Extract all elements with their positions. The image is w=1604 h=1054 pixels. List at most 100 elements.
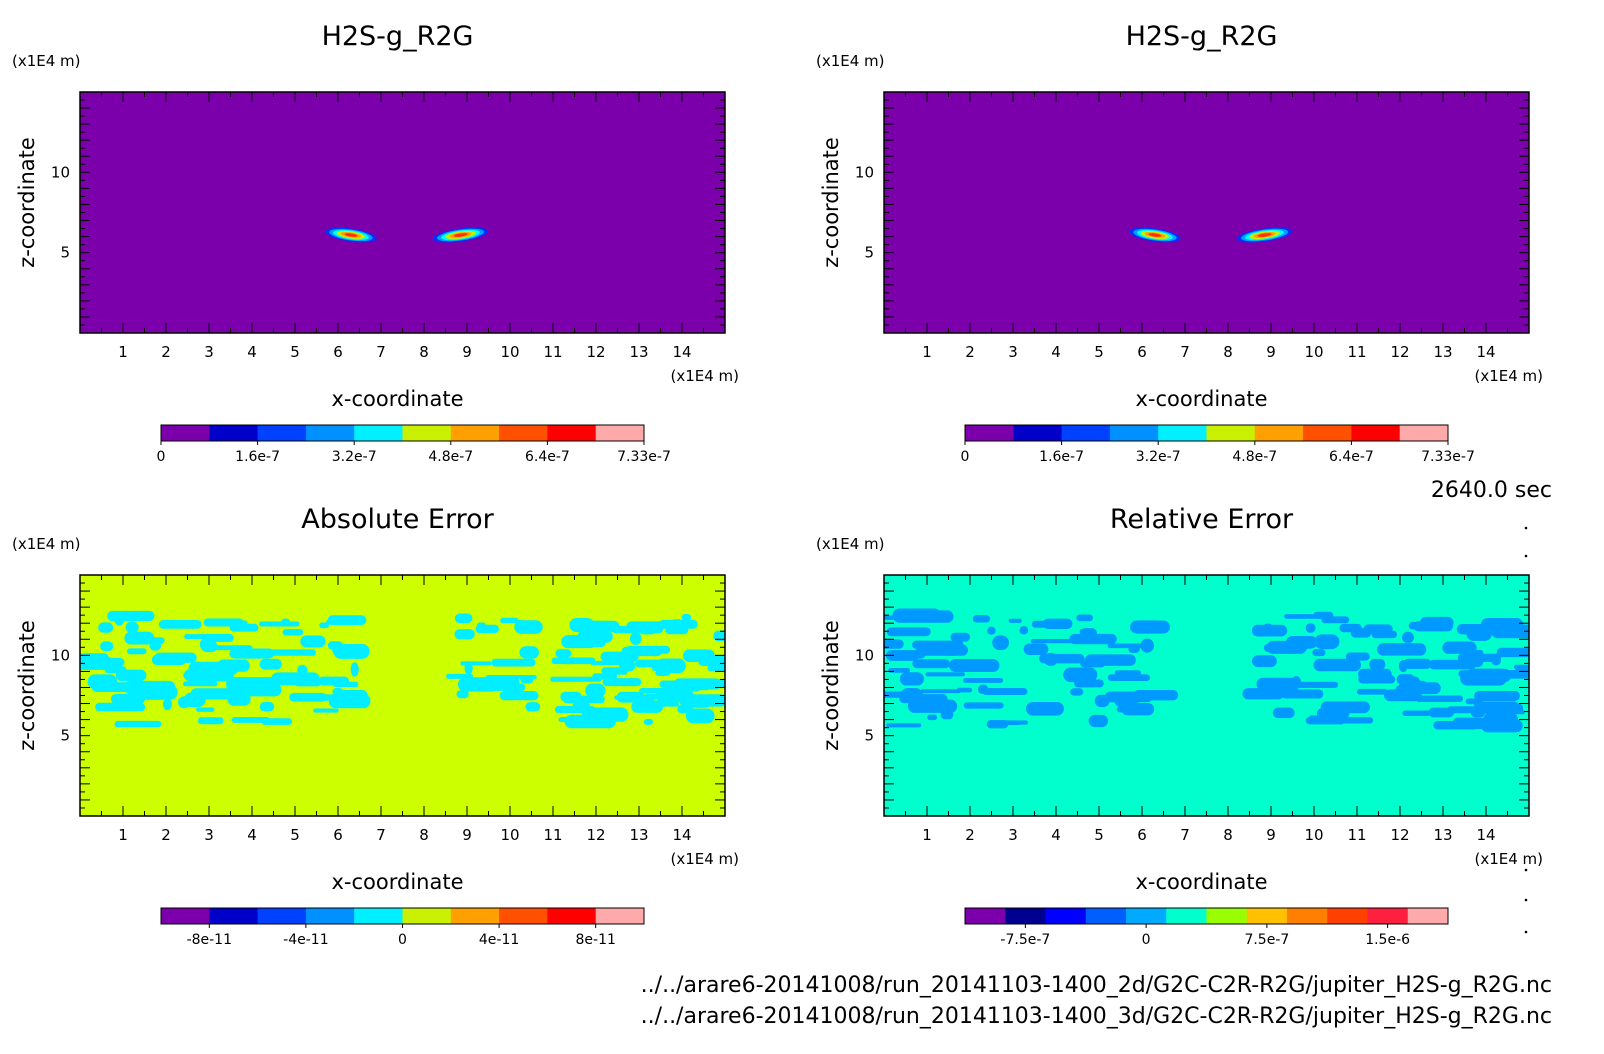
error-patch: [550, 676, 602, 682]
error-patch: [912, 640, 964, 649]
error-patch: [1345, 652, 1370, 661]
error-patch: [1008, 618, 1022, 623]
colorbar-swatch: [1013, 425, 1063, 441]
colorbar-swatch: [547, 425, 597, 441]
error-patch: [912, 659, 950, 669]
x-tick-label: 5: [290, 826, 300, 844]
colorbar-swatch: [1045, 908, 1087, 924]
error-patch: [963, 678, 1004, 683]
colorbar-label: 4e-11: [479, 932, 519, 948]
colorbar-swatch: [1158, 425, 1207, 441]
y-tick-label: 10: [51, 163, 70, 181]
source-file-3d: ../../arare6-20141008/run_20141103-1400_…: [641, 1004, 1552, 1029]
x-tick-label: 13: [1433, 343, 1452, 361]
error-patch: [1356, 688, 1388, 695]
colorbar-swatch: [305, 908, 355, 924]
y-tick-label: 5: [864, 244, 874, 262]
error-patch: [456, 690, 469, 699]
error-patch: [297, 664, 308, 676]
x-tick-label: 3: [204, 343, 214, 361]
error-patch: [1485, 710, 1525, 715]
error-patch: [115, 669, 147, 682]
time-label: 2640.0 sec: [1431, 478, 1552, 503]
error-patch: [519, 646, 539, 659]
error-patch: [196, 707, 215, 712]
error-patch: [1497, 670, 1529, 679]
colorbar-swatch: [965, 425, 1014, 441]
error-patch: [319, 622, 329, 629]
colorbar-label: 0: [961, 449, 970, 465]
error-patch: [551, 657, 596, 665]
edge-dot: [1524, 526, 1528, 530]
error-patch: [1025, 701, 1064, 716]
x-unit-label: (x1E4 m): [670, 850, 739, 868]
chart-title: H2S-g_R2G: [322, 21, 474, 52]
x-unit-label: (x1E4 m): [670, 367, 739, 385]
error-patch: [626, 621, 665, 632]
x-axis-label: x-coordinate: [331, 387, 463, 411]
field-background: [884, 92, 1529, 333]
error-patch: [454, 629, 475, 640]
y-tick-label: 5: [864, 727, 874, 745]
error-patch: [582, 620, 620, 633]
error-patch: [126, 648, 147, 655]
x-tick-label: 14: [1476, 343, 1495, 361]
x-tick-label: 11: [1347, 826, 1366, 844]
field-layer: [325, 227, 489, 243]
x-tick-label: 6: [1137, 343, 1147, 361]
error-patch: [1079, 629, 1092, 635]
field-layer: [884, 608, 1529, 733]
colorbar-swatch: [1399, 425, 1449, 441]
error-patch: [925, 672, 965, 677]
colorbar-swatch: [1254, 425, 1304, 441]
error-patch: [892, 608, 942, 623]
error-patch: [672, 619, 682, 624]
error-patch: [929, 610, 954, 623]
colorbar-label: 6.4e-7: [525, 449, 570, 465]
error-patch: [327, 641, 343, 650]
field-layer: [80, 610, 725, 729]
x-tick-label: 11: [543, 826, 562, 844]
error-patch: [1350, 628, 1372, 638]
error-patch: [992, 635, 1009, 651]
error-patch: [940, 710, 954, 720]
error-patch: [886, 723, 922, 728]
x-tick-label: 9: [1266, 826, 1276, 844]
error-patch: [300, 635, 326, 648]
x-tick-label: 11: [543, 343, 562, 361]
error-patch: [95, 702, 146, 712]
error-patch: [132, 637, 165, 644]
error-patch: [1070, 688, 1084, 696]
error-patch: [1063, 667, 1098, 683]
error-patch: [1496, 647, 1529, 658]
error-patch: [1252, 655, 1277, 668]
error-patch: [289, 692, 327, 702]
colorbar-swatch: [1109, 425, 1159, 441]
x-tick-label: 7: [376, 826, 386, 844]
error-patch: [1107, 674, 1151, 682]
x-axis-label: x-coordinate: [331, 870, 463, 894]
panel-top-right: H2S-g_R2G(x1E4 m)(x1E4 m)1 2 3 4 5 6 7 8 9 10 11 12…: [816, 21, 1543, 465]
error-patch: [592, 673, 618, 680]
colorbar-swatch: [1246, 908, 1288, 924]
error-patch: [1316, 708, 1350, 720]
error-patch: [1305, 623, 1316, 633]
error-patch: [681, 614, 692, 621]
error-patch: [1039, 653, 1085, 664]
error-patch: [281, 618, 290, 625]
error-patch: [1272, 707, 1295, 719]
error-patch: [1402, 710, 1431, 717]
error-patch: [899, 672, 924, 686]
colorbar-swatch: [547, 908, 597, 924]
error-patch: [949, 659, 1000, 672]
contour-blob: [1257, 233, 1272, 237]
error-patch: [1086, 657, 1128, 663]
x-tick-label: 7: [1180, 343, 1190, 361]
error-patch: [677, 704, 694, 714]
colorbar-swatch: [499, 425, 548, 441]
x-tick-label: 9: [462, 343, 472, 361]
error-patch: [643, 719, 654, 725]
x-tick-label: 4: [247, 826, 257, 844]
x-tick-label: 4: [1051, 826, 1061, 844]
